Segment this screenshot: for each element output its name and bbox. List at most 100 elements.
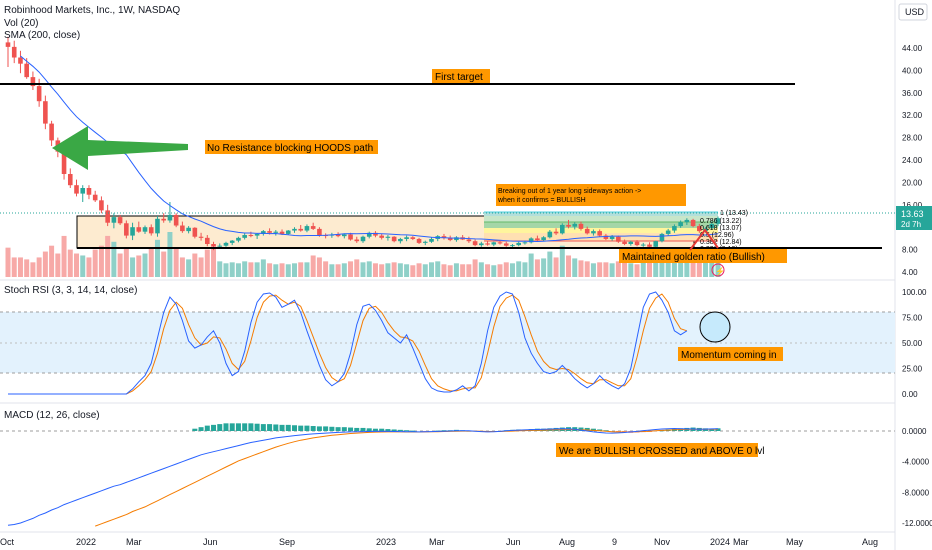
candle-body — [61, 151, 67, 174]
bounce-arrow-icon — [689, 228, 719, 251]
svg-text:Maintained golden ratio (Bulli: Maintained golden ratio (Bullish) — [622, 252, 765, 263]
candle-body — [30, 77, 36, 87]
volume-bar — [49, 245, 55, 277]
candle-body — [503, 243, 509, 246]
candle-body — [566, 224, 571, 227]
candle-body — [366, 232, 372, 237]
volume-bar — [379, 264, 385, 277]
volume-bar — [441, 264, 447, 277]
macd-hist-bar — [372, 428, 378, 431]
volume-bar — [136, 255, 142, 277]
volume-bar — [142, 253, 148, 277]
volume-bar — [397, 263, 403, 277]
volume-bar — [235, 263, 241, 277]
stoch-indicator-label[interactable]: Stoch RSI (3, 3, 14, 14, close) — [4, 285, 137, 296]
candle-body — [217, 245, 223, 247]
macd-hist-bar — [304, 425, 310, 431]
time-tick-label: May — [786, 537, 804, 547]
first-target-annotation[interactable]: First target — [432, 69, 490, 83]
macd-hist-bar — [229, 423, 235, 431]
breakout-annotation[interactable]: Breaking out of 1 year long sideways act… — [496, 184, 686, 206]
sma-indicator-label[interactable]: SMA (200, close) — [4, 30, 80, 41]
volume-bar — [223, 263, 229, 277]
volume-bar — [478, 262, 484, 277]
volume-bar — [61, 235, 67, 277]
chart-title[interactable]: Robinhood Markets, Inc., 1W, NASDAQ — [4, 5, 180, 16]
candle-body — [273, 231, 279, 233]
stoch-tick-label: 50.00 — [902, 339, 923, 348]
volume-bar — [323, 261, 329, 277]
candle-body — [609, 236, 615, 239]
candle-body — [553, 231, 559, 234]
stoch-tick-label: 75.00 — [902, 314, 923, 323]
volume-bar — [578, 260, 584, 277]
vol-indicator-label[interactable]: Vol (20) — [4, 18, 38, 29]
price-tick-label: 28.00 — [902, 134, 923, 143]
macd-indicator-label[interactable]: MACD (12, 26, close) — [4, 410, 100, 421]
volume-bar — [36, 257, 42, 277]
candle-body — [684, 219, 690, 223]
volume-bar — [148, 247, 154, 277]
stoch-tick-label: 100.00 — [902, 288, 927, 297]
stoch-k-line — [8, 291, 688, 395]
candle-body — [516, 242, 522, 246]
currency-button[interactable]: USD — [898, 3, 928, 21]
candle-body — [11, 46, 17, 58]
volume-bar — [316, 257, 322, 277]
volume-bar — [603, 262, 609, 277]
volume-bar — [55, 253, 61, 277]
time-axis[interactable]: Oct 2022 Mar Jun Sep 2023 Mar Jun Aug 9 Nov 2024 Mar… — [0, 537, 878, 547]
candle-body — [472, 241, 478, 246]
candle-body — [466, 239, 472, 242]
volume-bar — [285, 264, 291, 277]
candle-body — [117, 217, 123, 224]
macd-hist-bar — [335, 427, 341, 431]
macd-hist-bar — [298, 425, 304, 431]
stoch-axis[interactable]: 100.00 75.00 50.00 25.00 0.00 — [902, 288, 927, 399]
macd-annotation[interactable]: We are BULLISH CROSSED and ABOVE 0 lvl — [556, 443, 764, 457]
candle-body — [211, 244, 216, 247]
price-axis[interactable]: 44.00 40.00 36.00 32.00 28.00 24.00 20.00 16.00… — [902, 44, 923, 277]
candle-body — [348, 234, 353, 240]
candle-body — [410, 237, 416, 239]
candle-body — [603, 235, 609, 239]
volume-bar — [665, 253, 671, 277]
volume-bar — [678, 254, 684, 277]
candle-body — [36, 86, 42, 102]
volume-bar — [615, 261, 621, 277]
candle-body — [360, 236, 366, 242]
svg-text:USD: USD — [905, 7, 925, 17]
macd-axis[interactable]: 0.0000 -4.0000 -8.0000 -12.0000 — [902, 427, 932, 528]
candle-body — [267, 231, 272, 233]
volume-bar — [453, 263, 459, 277]
earnings-bolt-icon[interactable] — [711, 263, 725, 277]
candle-body — [49, 123, 54, 141]
time-tick-label: 2024 — [710, 537, 730, 547]
macd-hist-bar — [597, 429, 603, 431]
candle-body — [342, 234, 347, 237]
candle-body — [242, 235, 247, 238]
candle-body — [559, 224, 565, 234]
time-tick-label: Oct — [0, 537, 15, 547]
svg-text:We are BULLISH CROSSED and ABO: We are BULLISH CROSSED and ABOVE 0 lvl — [559, 446, 764, 457]
time-tick-label: 2022 — [76, 537, 96, 547]
macd-hist-bar — [410, 430, 416, 432]
volume-bar — [111, 241, 117, 277]
volume-bar — [17, 257, 23, 277]
volume-bar — [186, 259, 192, 277]
macd-hist-bar — [590, 428, 596, 431]
price-tick-label: 20.00 — [902, 178, 923, 187]
no-resistance-annotation[interactable]: No Resistance blocking HOODS path — [205, 140, 378, 154]
volume-bar — [80, 255, 86, 277]
golden-ratio-annotation[interactable]: Maintained golden ratio (Bullish) — [619, 249, 787, 263]
candle-body — [404, 237, 409, 239]
time-tick-label: Jun — [203, 537, 218, 547]
candle-body — [398, 238, 403, 242]
volume-bar — [404, 264, 410, 277]
volume-bar — [709, 257, 715, 277]
momentum-annotation[interactable]: Momentum coming in — [678, 347, 783, 361]
macd-hist-bar — [385, 429, 391, 431]
volume-bar — [329, 264, 335, 277]
price-tick-label: 4.00 — [902, 268, 918, 277]
